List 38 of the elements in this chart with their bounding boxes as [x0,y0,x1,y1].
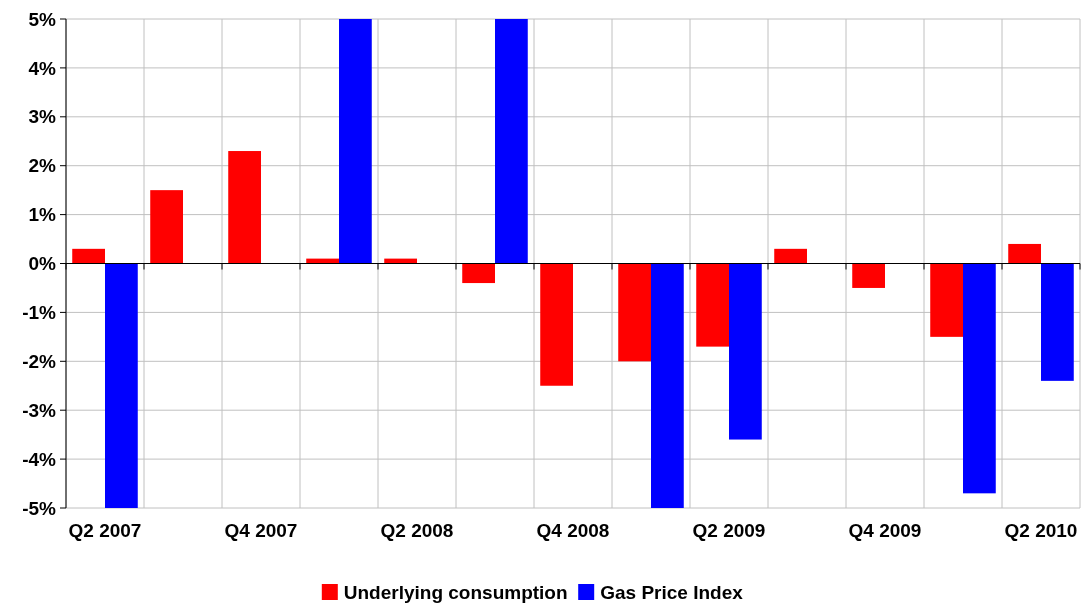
y-tick-label: -2% [22,350,57,372]
bar [339,19,372,264]
bar [729,263,762,440]
legend-label: Gas Price Index [600,582,744,603]
bar [540,263,573,386]
x-tick-label: Q4 2008 [536,520,610,541]
bar [1008,243,1041,264]
bar [462,263,495,284]
y-tick-label: 4% [28,57,57,79]
y-tick-label: -3% [22,399,57,421]
bar [105,263,138,508]
y-tick-label: -4% [22,448,57,470]
bar [1041,263,1074,381]
x-tick-label: Q2 2008 [380,520,454,541]
bar [852,263,885,288]
x-tick-label: Q2 2007 [68,520,142,541]
x-tick-label: Q4 2007 [224,520,298,541]
bar [963,263,996,494]
bar [150,190,183,264]
bar [774,248,807,264]
x-tick-label: Q2 2009 [692,520,766,541]
y-tick-label: 3% [28,106,57,128]
y-tick-label: 5% [28,8,57,30]
y-tick-label: -5% [22,497,57,519]
bar [228,151,261,264]
bar [495,19,528,264]
legend-label: Underlying consumption [343,582,568,603]
y-tick-label: -1% [22,302,57,324]
bar [930,263,963,337]
y-tick-label: 2% [28,155,57,177]
bar [651,263,684,508]
bar [696,263,729,347]
x-tick-label: Q2 2010 [1004,520,1078,541]
bar [618,263,651,362]
y-tick-label: 0% [28,253,57,275]
x-tick-label: Q4 2009 [848,520,922,541]
y-tick-label: 1% [28,204,57,226]
bar [72,248,105,264]
